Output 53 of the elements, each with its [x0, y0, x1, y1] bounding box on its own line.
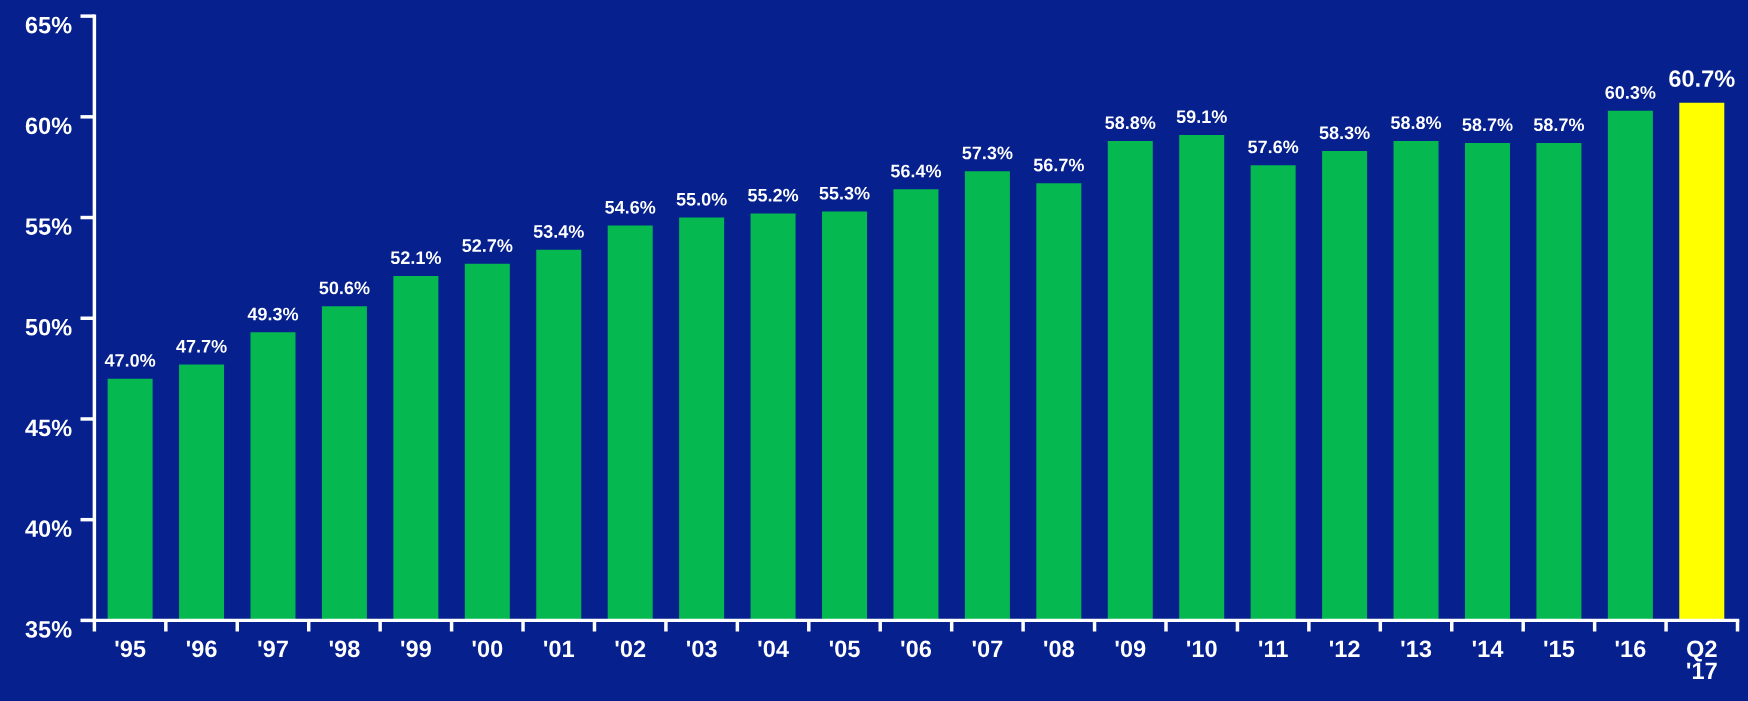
x-tick-label: '96 — [186, 640, 217, 658]
data-label: 53.4% — [533, 225, 584, 238]
data-label: 57.3% — [962, 146, 1013, 160]
x-tick-label: '10 — [1187, 640, 1217, 658]
data-label: 60.3% — [1605, 86, 1656, 99]
x-tick-label: '06 — [901, 640, 932, 658]
data-label: 54.6% — [605, 200, 656, 214]
y-tick-label: 60% — [25, 117, 72, 135]
data-label: 58.8% — [1105, 116, 1156, 130]
data-label: 56.7% — [1033, 158, 1084, 172]
x-tick-label: '09 — [1115, 640, 1146, 658]
x-tick-label: '13 — [1401, 640, 1432, 658]
x-tick-label: '07 — [972, 640, 1003, 658]
x-tick-label: '98 — [329, 640, 360, 658]
data-label: 52.7% — [462, 239, 513, 252]
data-label: 58.7% — [1462, 118, 1513, 132]
data-label: 55.3% — [819, 186, 870, 200]
x-tick-label: '08 — [1044, 640, 1075, 658]
x-tick-label: '04 — [758, 640, 789, 658]
x-tick-label: '95 — [115, 640, 146, 658]
x-tick-label: '16 — [1615, 640, 1646, 658]
x-tick-label: '12 — [1329, 640, 1360, 657]
data-label: 55.2% — [748, 188, 799, 202]
y-tick-label: 35% — [25, 621, 72, 638]
x-tick-label: '99 — [401, 640, 431, 658]
data-label: 50.6% — [319, 281, 370, 295]
y-tick-label: 65% — [25, 16, 72, 34]
x-tick-label: '05 — [829, 640, 860, 658]
data-label: 52.1% — [390, 251, 441, 265]
data-label: 58.3% — [1319, 126, 1370, 140]
data-label: 47.7% — [176, 339, 227, 353]
x-tick-label: '02 — [615, 640, 646, 658]
x-tick-label: '03 — [686, 640, 717, 658]
data-label: 49.3% — [247, 307, 299, 321]
y-tick-label: 55% — [25, 218, 72, 235]
y-tick-label: 50% — [25, 318, 72, 336]
x-tick-label: '11 — [1259, 640, 1288, 657]
data-label: 59.1% — [1176, 110, 1227, 124]
data-label: 57.6% — [1248, 140, 1299, 154]
x-tick-label: '14 — [1472, 640, 1504, 657]
data-label: 47.0% — [104, 353, 156, 367]
x-tick-label: '97 — [258, 640, 288, 658]
data-label: 56.4% — [890, 164, 942, 178]
x-tick-label: '01 — [544, 640, 575, 658]
x-tick-label: Q2 '17 — [1687, 640, 1717, 679]
data-label: 60.7% — [1669, 70, 1735, 87]
data-label: 55.0% — [676, 192, 727, 206]
data-label: 58.7% — [1533, 118, 1585, 132]
data-label: 58.8% — [1390, 116, 1442, 130]
y-tick-label: 45% — [25, 419, 72, 437]
x-tick-label: '15 — [1544, 640, 1575, 658]
y-tick-label: 40% — [25, 520, 72, 538]
x-tick-label: '00 — [472, 640, 503, 658]
